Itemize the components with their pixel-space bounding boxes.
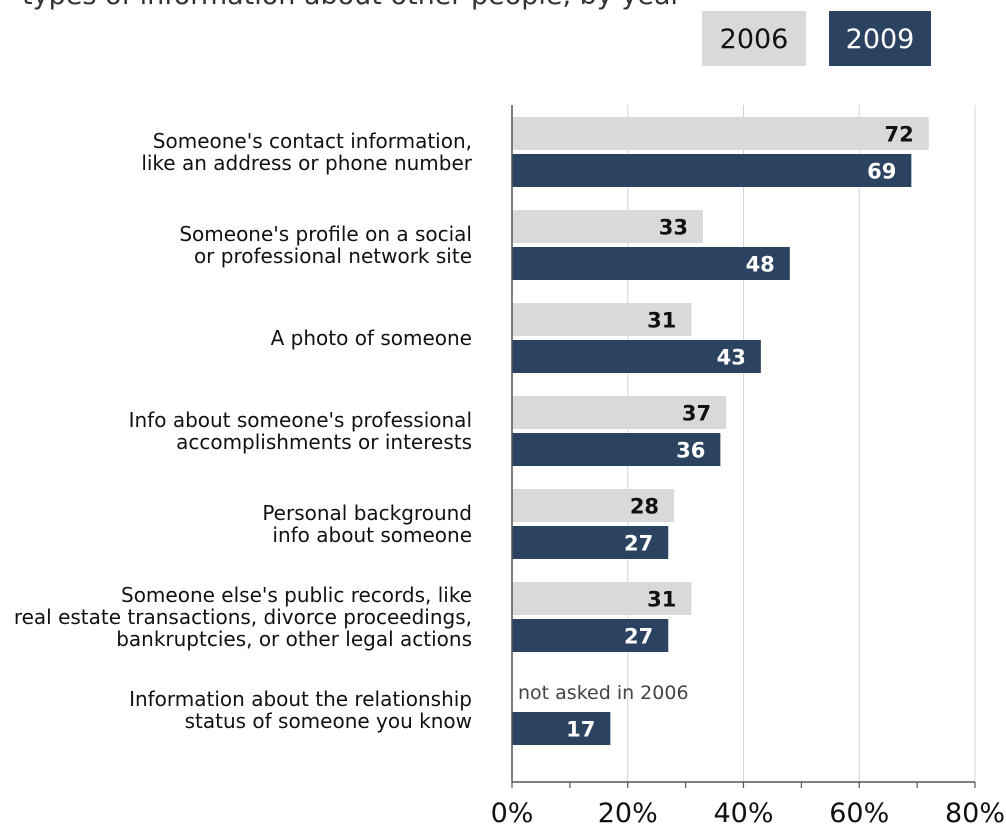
data-label: 27 [624, 532, 653, 556]
bar-2009 [512, 247, 790, 280]
category-label: Info about someone's professional [129, 408, 472, 432]
x-tick-label: 60% [829, 798, 889, 825]
category-label: or professional network site [194, 244, 472, 268]
data-label: 31 [647, 588, 676, 612]
bar-2009 [512, 433, 721, 466]
data-label: 17 [566, 718, 595, 742]
category-label: Personal background [262, 501, 472, 525]
data-label: 31 [647, 309, 676, 333]
category-label: Someone's profile on a social [179, 222, 472, 246]
bars: 72 69 33 48 31 43 37 36 28 27 31 27 17 not asked in 2… [512, 117, 929, 745]
category-label: like an address or phone number [141, 151, 472, 175]
category-label: bankruptcies, or other legal actions [116, 627, 472, 651]
legend-label: 2006 [720, 24, 789, 55]
bar-2006 [512, 489, 675, 522]
data-label: 33 [659, 216, 688, 240]
bar-2006 [512, 303, 692, 336]
legend-label: 2009 [846, 24, 915, 55]
legend-swatch [702, 11, 806, 66]
data-label: 72 [884, 123, 913, 147]
bar-2009 [512, 340, 761, 373]
category-label: Someone else's public records, like [121, 583, 472, 607]
category-label: real estate transactions, divorce procee… [14, 605, 472, 629]
category-labels: Someone's contact information,like an ad… [14, 129, 473, 733]
chart-title: types of information about other people,… [22, 0, 683, 11]
x-axis: 0% 20% 40% 60% 80% [491, 105, 1005, 825]
category-label: Information about the relationship [129, 687, 472, 711]
data-label: 36 [676, 439, 705, 463]
data-label: 48 [746, 253, 775, 277]
data-label: 43 [717, 346, 746, 370]
category-label: info about someone [272, 523, 472, 547]
bar-2009 [512, 712, 611, 745]
category-label: A photo of someone [271, 326, 472, 350]
category-label: status of someone you know [185, 709, 472, 733]
category-label: Someone's contact information, [153, 129, 472, 153]
data-label: 28 [630, 495, 659, 519]
x-tick-label: 0% [491, 798, 534, 825]
x-tick-label: 80% [945, 798, 1005, 825]
note-label: not asked in 2006 [518, 682, 689, 704]
legend-swatch [829, 11, 931, 66]
bar-2009 [512, 154, 912, 187]
x-tick-label: 20% [598, 798, 658, 825]
data-label: 37 [682, 402, 711, 426]
bar-2006 [512, 210, 703, 243]
data-label: 69 [867, 160, 896, 184]
bar-2006 [512, 117, 929, 150]
x-tick-label: 40% [713, 798, 773, 825]
bar-2009 [512, 526, 669, 559]
bar-2006 [512, 396, 727, 429]
legend: 2006 2009 [702, 11, 931, 66]
bar-2009 [512, 619, 669, 652]
bar-2006 [512, 582, 692, 615]
category-label: accomplishments or interests [176, 430, 472, 454]
data-label: 27 [624, 625, 653, 649]
